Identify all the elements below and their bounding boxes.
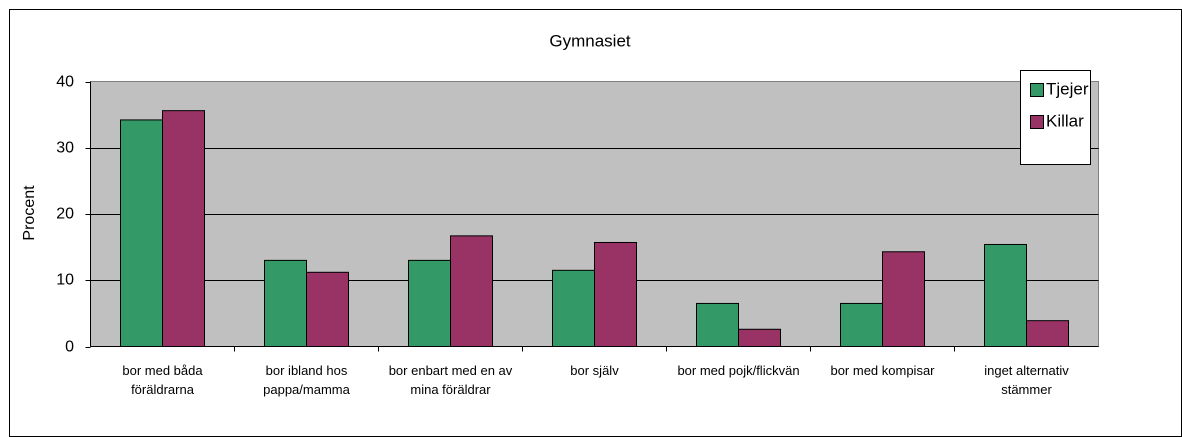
y-tick-label: 30 (56, 140, 74, 157)
bar (306, 271, 349, 347)
x-tick-label: bor ibland hos pappa/mamma (263, 363, 350, 397)
legend-swatch (1030, 115, 1044, 129)
bar (162, 110, 205, 348)
legend-label: Tjejer (1046, 79, 1089, 98)
legend-swatch (1030, 83, 1044, 97)
chart-title: Gymnasiet (549, 31, 631, 50)
x-tick-label: bor med kompisar (830, 363, 935, 378)
bar (408, 259, 451, 347)
bar (264, 259, 307, 347)
bar (594, 241, 637, 347)
bar (984, 243, 1027, 348)
y-tick-label: 0 (65, 339, 74, 356)
bar (882, 251, 925, 347)
bar (552, 269, 595, 347)
x-tick-label: bor själv (570, 363, 619, 378)
legend-label: Killar (1046, 111, 1084, 130)
bar (696, 302, 739, 347)
x-tick-label: inget alternativ stämmer (984, 363, 1069, 397)
x-tick-label: bor enbart med en av mina föräldrar (388, 363, 513, 397)
y-tick-label: 40 (56, 74, 74, 91)
y-tick-label: 10 (56, 272, 74, 289)
y-axis-label: Procent (21, 185, 38, 241)
legend: Tjejer Killar (1020, 70, 1091, 165)
bar (450, 235, 493, 347)
bar (840, 302, 883, 347)
bar (738, 328, 781, 347)
x-tick-label: bor med pojk/flickvän (677, 363, 800, 378)
bar (1026, 320, 1069, 348)
y-tick-label: 20 (56, 206, 74, 223)
bar (120, 119, 163, 347)
x-tick-label: bor med båda föräldrarna (122, 363, 203, 397)
